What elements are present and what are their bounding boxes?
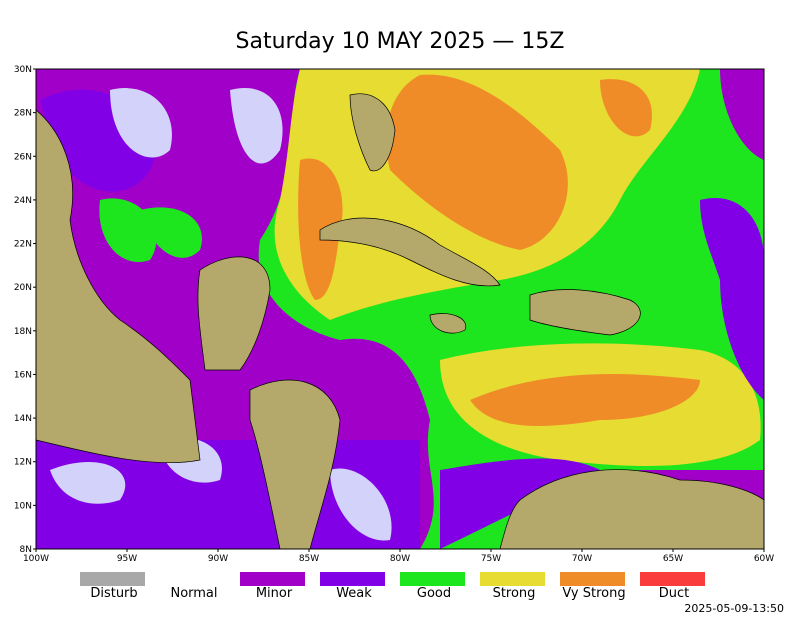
lat-label: 22N bbox=[14, 240, 32, 250]
map bbox=[36, 69, 764, 549]
legend-label: Normal bbox=[170, 586, 217, 601]
timestamp: 2025-05-09-13:50 bbox=[684, 602, 784, 615]
lon-label: 75W bbox=[481, 554, 501, 564]
legend-swatch bbox=[640, 572, 705, 586]
legend-label: Strong bbox=[493, 586, 536, 601]
legend-label: Vy Strong bbox=[562, 586, 625, 601]
legend-swatch bbox=[80, 572, 145, 586]
legend-swatch bbox=[480, 572, 545, 586]
lat-label: 20N bbox=[14, 283, 32, 293]
legend-swatch bbox=[560, 572, 625, 586]
land bbox=[36, 93, 764, 549]
lat-label: 26N bbox=[14, 152, 32, 162]
lat-label: 24N bbox=[14, 196, 32, 206]
lat-label: 14N bbox=[14, 414, 32, 424]
lat-label: 18N bbox=[14, 327, 32, 337]
legend-swatch bbox=[160, 572, 225, 586]
lat-label: 30N bbox=[14, 65, 32, 75]
lon-label: 80W bbox=[390, 554, 410, 564]
legend-swatch bbox=[240, 572, 305, 586]
lon-label: 85W bbox=[299, 554, 319, 564]
legend-label: Good bbox=[417, 586, 451, 601]
map-title: Saturday 10 MAY 2025 — 15Z bbox=[236, 29, 565, 54]
lon-label: 100W bbox=[23, 554, 49, 564]
lat-label: 12N bbox=[14, 458, 32, 468]
legend-label: Disturb bbox=[90, 586, 137, 601]
lat-label: 16N bbox=[14, 370, 32, 380]
legend-label: Duct bbox=[659, 586, 690, 601]
legend-label: Weak bbox=[336, 586, 372, 601]
lat-label: 10N bbox=[14, 501, 32, 511]
legend-swatch bbox=[400, 572, 465, 586]
legend-swatch bbox=[320, 572, 385, 586]
lon-label: 70W bbox=[572, 554, 592, 564]
lon-label: 95W bbox=[117, 554, 137, 564]
lon-label: 60W bbox=[754, 554, 774, 564]
lat-label: 28N bbox=[14, 109, 32, 119]
lat-label: 8N bbox=[20, 545, 32, 555]
legend-label: Minor bbox=[256, 586, 293, 601]
lon-label: 65W bbox=[663, 554, 683, 564]
lon-label: 90W bbox=[208, 554, 228, 564]
